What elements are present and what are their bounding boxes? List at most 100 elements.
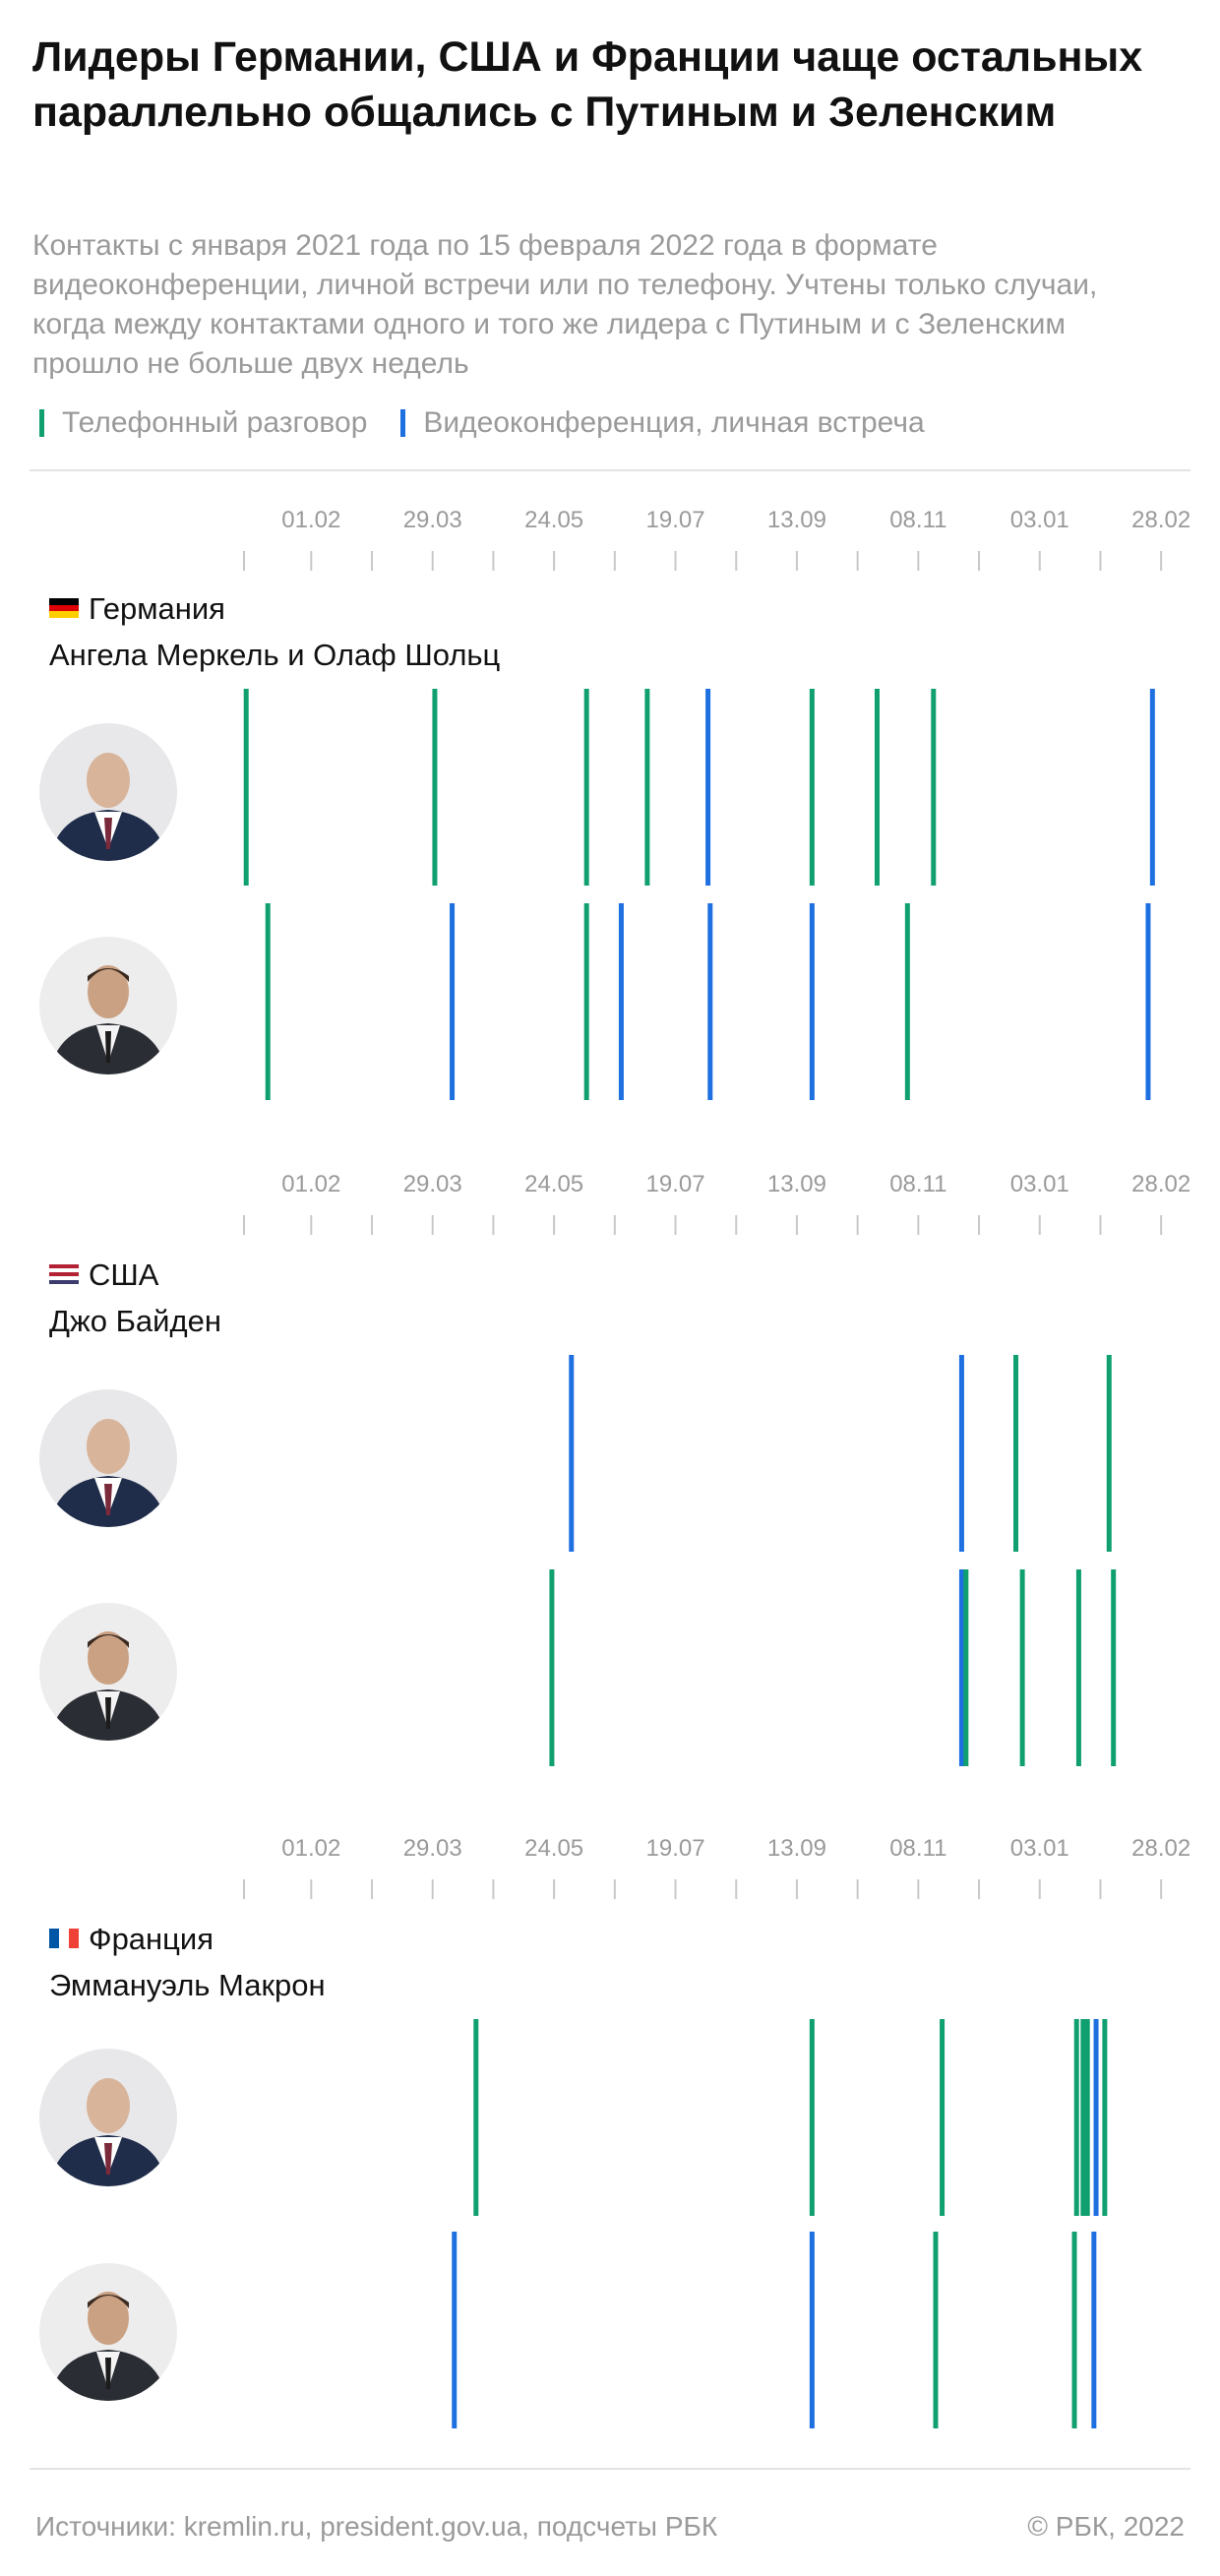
- event-bar-phone: [933, 2232, 939, 2428]
- x-tick-label: 01.02: [281, 1835, 340, 1862]
- x-tick-label: 29.03: [403, 1835, 462, 1862]
- page-title: Лидеры Германии, США и Франции чаще оста…: [32, 33, 1143, 136]
- event-bar-phone: [583, 903, 589, 1100]
- event-bar-phone: [931, 689, 937, 886]
- x-tick-label: 08.11: [889, 1171, 946, 1197]
- flag-stripe: [49, 1276, 79, 1280]
- event-bar-phone: [644, 689, 650, 886]
- flag-stripe: [49, 611, 79, 618]
- x-tick-label: 01.02: [281, 1171, 340, 1197]
- event-bar-phone: [1073, 2019, 1079, 2216]
- x-tick-label: 08.11: [889, 1835, 946, 1862]
- event-bar-phone: [432, 689, 438, 886]
- event-bar-phone: [1102, 2019, 1108, 2216]
- usa-flag-icon: [49, 1264, 79, 1284]
- event-bar-phone: [1111, 1569, 1117, 1766]
- avatar-putin: [39, 2049, 177, 2186]
- x-tick-label: 01.02: [281, 507, 340, 533]
- event-bar-video: [958, 1569, 964, 1766]
- legend-item-video: Видеоконференция, личная встреча: [400, 406, 925, 440]
- flag-stripe: [59, 1929, 69, 1948]
- event-bar-phone: [963, 1569, 969, 1766]
- flag-stripe: [49, 598, 79, 605]
- event-bar-phone: [243, 689, 249, 886]
- section-country-germany: Германия: [89, 591, 225, 626]
- flag-stripe: [49, 1264, 79, 1268]
- x-tick-label: 13.09: [767, 1171, 826, 1197]
- x-tick-label: 29.03: [403, 1171, 462, 1197]
- footer-sources: Источники: kremlin.ru, president.gov.ua,…: [35, 2511, 718, 2542]
- event-bar-phone: [1019, 1569, 1025, 1766]
- footer-copyright: © РБК, 2022: [1027, 2511, 1185, 2542]
- section-leader-usa: Джо Байден: [49, 1304, 221, 1338]
- legend: Телефонный разговор Видеоконференция, ли…: [39, 403, 958, 443]
- avatar-zelensky: [39, 937, 177, 1074]
- event-bar-phone: [874, 689, 880, 886]
- avatar-zelensky: [39, 1603, 177, 1741]
- event-bar-phone: [265, 903, 271, 1100]
- event-bar-video: [450, 903, 456, 1100]
- x-tick-label: 24.05: [524, 1835, 583, 1862]
- event-bar-video: [809, 903, 815, 1100]
- event-bar-phone: [1075, 1569, 1081, 1766]
- france-flag-icon: [49, 1929, 79, 1948]
- event-bar-phone: [583, 689, 589, 886]
- x-tick-label: 13.09: [767, 1835, 826, 1862]
- section-country-usa: США: [89, 1257, 159, 1292]
- event-bar-video: [1091, 2232, 1097, 2428]
- section-leader-france: Эммануэль Макрон: [49, 1968, 326, 2002]
- event-bar-phone: [1013, 1355, 1019, 1552]
- event-bar-phone: [1080, 2019, 1086, 2216]
- event-bar-phone: [904, 903, 910, 1100]
- x-tick-label: 03.01: [1010, 507, 1069, 533]
- x-tick-label: 24.05: [524, 507, 583, 533]
- event-bar-phone: [1071, 2232, 1077, 2428]
- event-bar-video: [452, 2232, 458, 2428]
- x-tick-label: 19.07: [646, 1171, 705, 1197]
- avatar-putin: [39, 723, 177, 861]
- event-bar-video: [958, 1355, 964, 1552]
- legend-item-phone: Телефонный разговор: [39, 406, 367, 440]
- flag-stripe: [49, 604, 79, 612]
- x-tick-label: 08.11: [889, 507, 946, 533]
- section-country-france: Франция: [89, 1922, 214, 1956]
- event-bar-video: [1149, 689, 1155, 886]
- x-tick-label: 28.02: [1131, 1171, 1190, 1197]
- top-divider: [30, 469, 1190, 471]
- event-bar-video: [569, 1355, 575, 1552]
- legend-label-video: Видеоконференция, личная встреча: [423, 406, 925, 439]
- x-tick-label: 28.02: [1131, 507, 1190, 533]
- section-leader-germany: Ангела Меркель и Олаф Шольц: [49, 638, 501, 672]
- x-tick-label: 29.03: [403, 507, 462, 533]
- flag-stripe: [49, 1280, 79, 1284]
- legend-label-phone: Телефонный разговор: [62, 406, 368, 439]
- avatar-putin: [39, 1389, 177, 1527]
- event-bar-video: [707, 903, 713, 1100]
- germany-flag-icon: [49, 598, 79, 618]
- event-bar-phone: [1084, 2019, 1090, 2216]
- legend-swatch-video: [400, 409, 406, 437]
- event-bar-phone: [473, 2019, 479, 2216]
- flag-stripe: [69, 1929, 79, 1948]
- event-bar-phone: [809, 689, 815, 886]
- event-bar-video: [705, 689, 711, 886]
- event-bar-video: [618, 903, 624, 1100]
- page-subtitle: Контакты с января 2021 года по 15 феврал…: [32, 229, 1098, 380]
- x-tick-label: 19.07: [646, 507, 705, 533]
- event-bar-video: [809, 2232, 815, 2428]
- event-bar-phone: [809, 2019, 815, 2216]
- avatar-zelensky: [39, 2263, 177, 2401]
- x-tick-label: 24.05: [524, 1171, 583, 1197]
- legend-swatch-phone: [39, 409, 44, 437]
- flag-stripe: [49, 1929, 59, 1948]
- bottom-divider: [30, 2468, 1190, 2470]
- event-bar-phone: [1106, 1355, 1112, 1552]
- event-bar-phone: [940, 2019, 946, 2216]
- x-tick-label: 19.07: [646, 1835, 705, 1862]
- event-bar-video: [1145, 903, 1151, 1100]
- event-bar-video: [1093, 2019, 1099, 2216]
- x-tick-label: 13.09: [767, 507, 826, 533]
- x-tick-label: 28.02: [1131, 1835, 1190, 1862]
- flag-stripe: [49, 1272, 79, 1276]
